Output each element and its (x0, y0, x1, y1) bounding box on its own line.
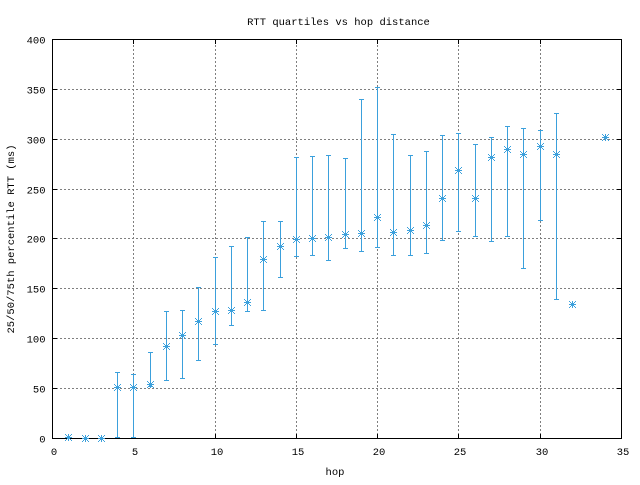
svg-text:0: 0 (39, 435, 45, 447)
svg-text:25: 25 (454, 447, 467, 459)
svg-text:300: 300 (27, 136, 46, 148)
svg-text:5: 5 (132, 447, 138, 459)
svg-text:10: 10 (211, 447, 224, 459)
svg-text:hop: hop (326, 467, 345, 479)
svg-text:15: 15 (292, 447, 305, 459)
svg-text:20: 20 (373, 447, 386, 459)
svg-text:100: 100 (27, 335, 46, 347)
svg-text:50: 50 (33, 385, 46, 397)
svg-text:200: 200 (27, 235, 46, 247)
svg-text:25/50/75th percentile RTT (ms): 25/50/75th percentile RTT (ms) (6, 144, 18, 333)
svg-text:350: 350 (27, 86, 46, 98)
svg-text:150: 150 (27, 285, 46, 297)
svg-text:35: 35 (617, 447, 630, 459)
svg-text:30: 30 (536, 447, 549, 459)
svg-text:400: 400 (27, 36, 46, 48)
svg-text:RTT quartiles vs hop distance: RTT quartiles vs hop distance (247, 17, 430, 29)
svg-text:0: 0 (51, 447, 57, 459)
svg-text:250: 250 (27, 186, 46, 198)
